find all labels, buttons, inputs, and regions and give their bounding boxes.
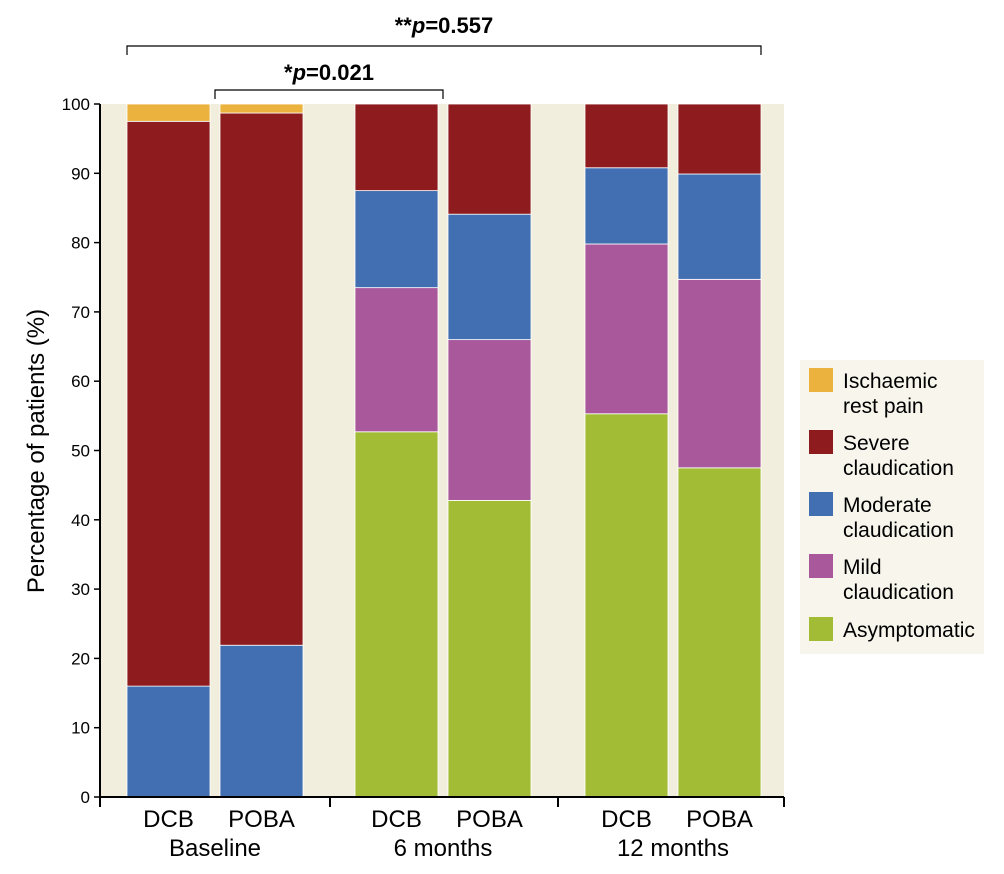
- bar-segment-ischaemic-rest-pain-0: [126, 103, 211, 122]
- p-value-stars: *: [284, 60, 293, 85]
- legend-swatch: [809, 617, 833, 641]
- bar-segment-moderate-claudication-4: [584, 167, 669, 245]
- category-label: POBA: [686, 806, 753, 833]
- bar-segment-severe-claudication-5: [677, 103, 762, 175]
- p-value-stars: **: [395, 13, 413, 38]
- bar-segment-severe-claudication-1: [219, 112, 304, 646]
- category-label: POBA: [228, 806, 295, 833]
- y-tick-label: 30: [71, 580, 90, 599]
- bar-segment-asymptomatic-2: [354, 431, 439, 798]
- legend-label: Moderate: [843, 494, 932, 517]
- y-tick-label: 40: [71, 511, 90, 530]
- legend-swatch: [809, 430, 833, 454]
- y-tick-label: 70: [71, 303, 90, 322]
- bar-segment-moderate-claudication-0: [126, 685, 211, 798]
- y-tick-label: 80: [71, 234, 90, 253]
- y-tick-label: 10: [71, 719, 90, 738]
- bar-segment-moderate-claudication-5: [677, 173, 762, 280]
- legend-label-line2: claudication: [843, 519, 954, 542]
- category-label: POBA: [456, 806, 523, 833]
- plot-background: [100, 104, 784, 798]
- p-value-symbol: p: [292, 60, 306, 85]
- category-label: DCB: [601, 806, 652, 833]
- legend-label-line2: claudication: [843, 457, 954, 480]
- y-axis-label: Percentage of patients (%): [23, 309, 50, 593]
- group-label: Baseline: [169, 835, 261, 862]
- bar-segment-mild-claudication-2: [354, 287, 439, 433]
- p-value-annotation: *p=0.021: [284, 60, 374, 85]
- p-value-symbol: p: [411, 13, 425, 38]
- legend-label: Mild: [843, 556, 882, 579]
- significance-bracket: [126, 45, 762, 55]
- legend-swatch: [809, 368, 833, 392]
- bar-segment-severe-claudication-2: [354, 103, 439, 192]
- bar-segment-moderate-claudication-2: [354, 190, 439, 289]
- bar-segment-asymptomatic-5: [677, 467, 762, 798]
- p-value-number: =0.021: [306, 60, 374, 85]
- category-label: DCB: [371, 806, 422, 833]
- group-label: 12 months: [617, 835, 729, 862]
- legend-label-line2: rest pain: [843, 395, 924, 418]
- y-tick-label: 20: [71, 649, 90, 668]
- legend-label: Ischaemic: [843, 370, 938, 393]
- category-label: DCB: [143, 806, 194, 833]
- y-tick-label: 0: [81, 788, 90, 807]
- significance-bracket: [214, 89, 444, 99]
- bar-segment-moderate-claudication-1: [219, 644, 304, 798]
- bar-segment-severe-claudication-3: [447, 103, 532, 215]
- y-tick-label: 60: [71, 372, 90, 391]
- bar-segment-mild-claudication-5: [677, 278, 762, 469]
- group-label: 6 months: [394, 835, 493, 862]
- legend-swatch: [809, 492, 833, 516]
- bar-segment-severe-claudication-4: [584, 103, 669, 169]
- y-tick-label: 100: [62, 95, 90, 114]
- bar-segment-mild-claudication-4: [584, 243, 669, 415]
- p-value-annotation: **p=0.557: [395, 13, 493, 38]
- bar-segment-mild-claudication-3: [447, 339, 532, 501]
- bar-segment-ischaemic-rest-pain-1: [219, 103, 304, 114]
- legend-swatch: [809, 554, 833, 578]
- legend-label-line2: claudication: [843, 581, 954, 604]
- y-tick-label: 90: [71, 164, 90, 183]
- legend-label: Severe: [843, 432, 910, 455]
- bar-segment-asymptomatic-3: [447, 499, 532, 798]
- y-tick-label: 50: [71, 442, 90, 461]
- bar-segment-moderate-claudication-3: [447, 213, 532, 341]
- legend-label: Asymptomatic: [843, 619, 975, 642]
- bar-segment-severe-claudication-0: [126, 120, 211, 687]
- bar-segment-asymptomatic-4: [584, 413, 669, 798]
- p-value-number: =0.557: [425, 13, 493, 38]
